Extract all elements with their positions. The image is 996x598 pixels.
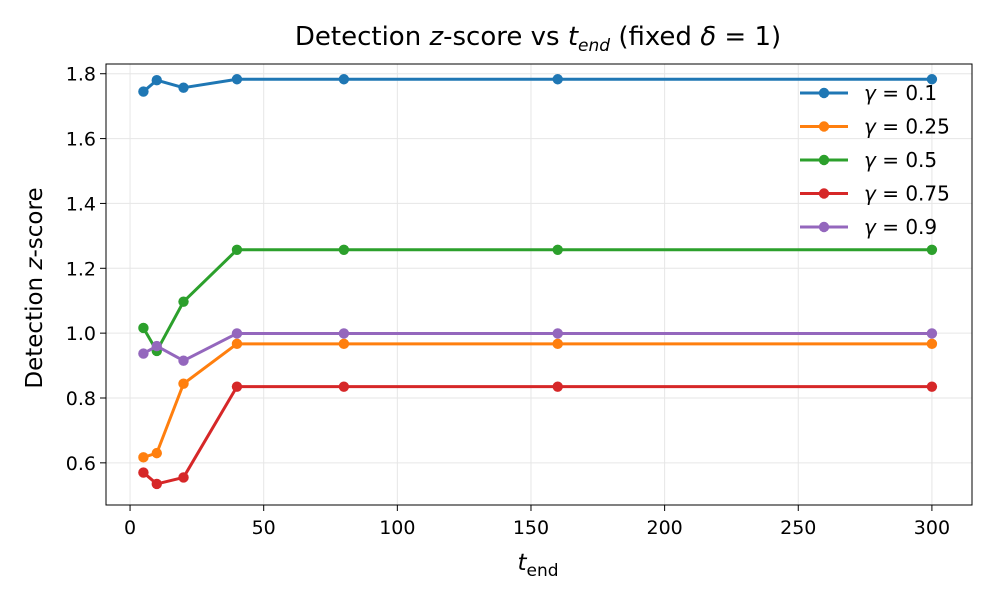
series-lines <box>138 74 938 490</box>
series-line <box>142 385 932 486</box>
series-line <box>142 342 932 459</box>
data-point <box>338 74 350 85</box>
data-point <box>178 296 189 307</box>
data-point <box>138 348 149 359</box>
legend-label: γ = 0.5 <box>864 148 937 172</box>
legend-swatch-marker <box>818 154 830 166</box>
data-point <box>926 381 938 392</box>
data-point <box>231 381 243 392</box>
series-group <box>138 381 938 490</box>
data-point <box>231 244 243 256</box>
legend-label: γ = 0.75 <box>864 182 950 206</box>
y-tick-label: 1.0 <box>66 323 96 345</box>
data-point <box>178 378 189 389</box>
data-point <box>178 355 189 366</box>
x-tick-label: 250 <box>780 517 816 539</box>
data-point <box>138 452 149 463</box>
chart-title: Detection z-score vs tend (fixed δ = 1) <box>295 22 781 56</box>
y-tick-label: 0.6 <box>66 453 96 475</box>
legend-swatch-marker <box>818 221 830 233</box>
data-point <box>552 244 563 256</box>
data-point <box>926 74 938 85</box>
x-tick-label: 0 <box>124 517 136 539</box>
legend-item: γ = 0.5 <box>800 148 937 172</box>
x-tick-label: 300 <box>914 517 950 539</box>
series-group <box>138 244 938 357</box>
data-point <box>231 328 243 339</box>
x-tick-label: 200 <box>646 517 682 539</box>
legend-item: γ = 0.9 <box>800 215 937 239</box>
data-point <box>138 322 149 334</box>
data-point <box>138 86 149 97</box>
data-point <box>926 328 938 339</box>
x-tick-label: 100 <box>379 517 415 539</box>
y-axis: 0.6 0.8 1.0 1.2 1.4 1.6 1.8 <box>66 64 106 475</box>
legend-item: γ = 0.1 <box>800 81 937 105</box>
plot-frame <box>105 63 973 506</box>
data-point <box>926 338 938 350</box>
legend-swatch-marker <box>818 188 830 199</box>
legend-item: γ = 0.75 <box>800 182 950 206</box>
y-tick-label: 0.8 <box>66 388 96 410</box>
data-point <box>151 447 162 459</box>
x-tick-label: 150 <box>513 517 549 539</box>
data-point <box>338 328 350 339</box>
y-axis-label: Detection z-score <box>22 187 48 388</box>
legend-swatch-marker <box>818 121 830 132</box>
y-tick-label: 1.6 <box>66 129 96 151</box>
data-point <box>231 74 243 85</box>
data-point <box>138 467 149 478</box>
legend-label: γ = 0.1 <box>864 81 937 105</box>
series-group <box>138 74 938 97</box>
legend: γ = 0.1 γ = 0.25 γ = 0.5 γ = 0.75 γ = 0.9 <box>800 81 950 239</box>
data-point <box>338 244 350 256</box>
data-point <box>151 75 162 86</box>
data-point <box>926 244 938 256</box>
x-axis-label: tend <box>517 550 558 581</box>
series-line <box>142 331 932 363</box>
legend-swatch-marker <box>818 87 830 99</box>
legend-item: γ = 0.25 <box>800 115 950 139</box>
data-point <box>151 340 162 352</box>
legend-label: γ = 0.9 <box>864 215 937 239</box>
x-axis: 0 50 100 150 200 250 300 <box>124 505 950 539</box>
data-point <box>338 381 350 392</box>
data-point <box>338 338 350 350</box>
y-tick-label: 1.2 <box>66 258 96 280</box>
data-point <box>552 328 563 339</box>
series-line <box>142 248 932 353</box>
data-point <box>151 478 162 490</box>
series-group <box>138 338 938 463</box>
legend-label: γ = 0.25 <box>864 115 950 139</box>
y-tick-label: 1.4 <box>66 193 96 215</box>
data-point <box>552 338 563 350</box>
series-line <box>142 77 932 93</box>
series-group <box>138 328 938 366</box>
x-tick-label: 50 <box>252 517 276 539</box>
y-tick-label: 1.8 <box>66 64 96 86</box>
data-point <box>178 472 189 483</box>
grid <box>106 64 972 505</box>
data-point <box>231 338 243 350</box>
data-point <box>552 74 563 85</box>
data-point <box>552 381 563 392</box>
data-point <box>178 82 189 93</box>
